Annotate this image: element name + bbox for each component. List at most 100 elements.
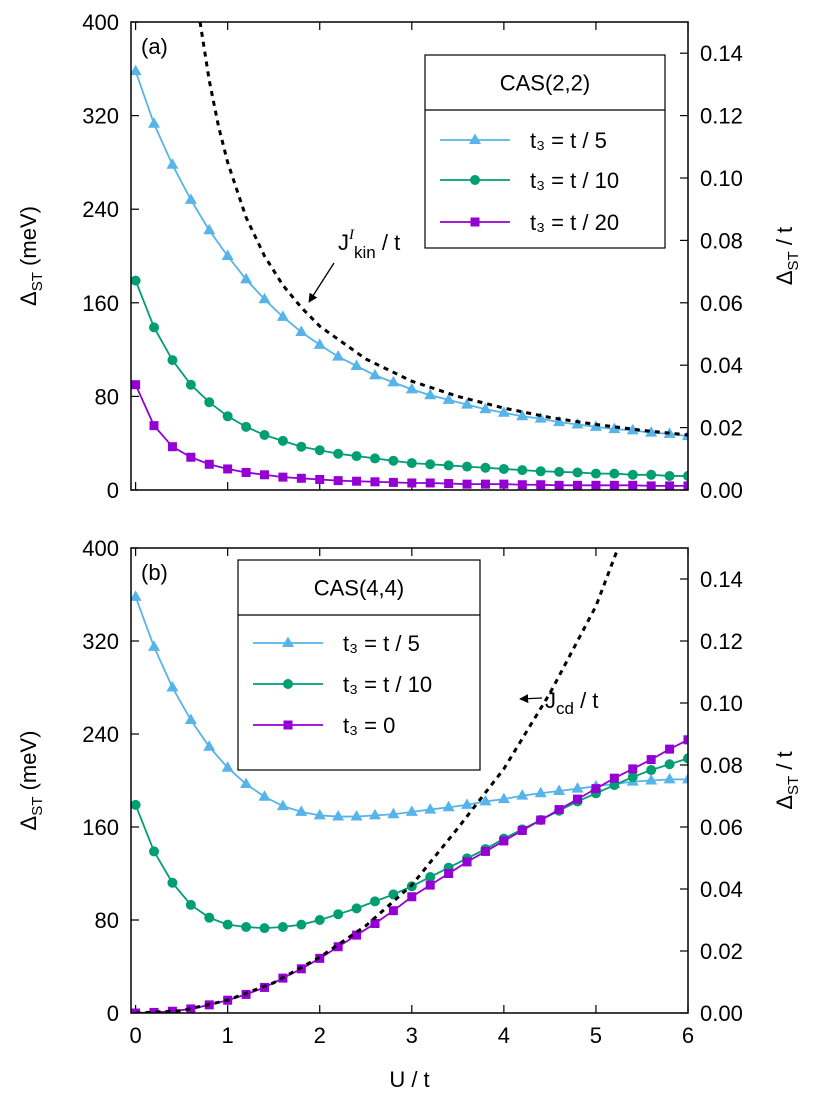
marker-circle	[683, 753, 688, 764]
marker-circle	[590, 468, 601, 479]
marker-circle	[470, 175, 480, 185]
marker-triangle	[131, 64, 142, 76]
marker-triangle	[258, 790, 271, 801]
marker-circle	[204, 912, 215, 923]
marker-triangle	[497, 792, 510, 804]
marker-triangle	[424, 803, 437, 814]
legend-label: t₃ = t / 5	[343, 631, 420, 656]
marker-triangle	[240, 777, 253, 788]
y-tick-label: 320	[82, 104, 119, 129]
y2-tick-label: 0.04	[700, 877, 743, 902]
panel-label: (b)	[141, 560, 168, 585]
marker-circle	[517, 465, 528, 476]
marker-circle	[425, 459, 436, 470]
annotation-sup: I	[348, 227, 355, 243]
marker-triangle	[295, 325, 308, 337]
y-axis-label-part: ST	[29, 272, 46, 291]
y2-axis-label-part: ST	[785, 251, 802, 270]
marker-triangle	[276, 799, 289, 811]
marker-triangle	[166, 681, 179, 692]
series-line	[134, 384, 688, 487]
y2-tick-label: 0.06	[700, 291, 743, 316]
y2-axis-label: ΔST / t	[772, 227, 802, 285]
marker-circle	[167, 877, 178, 888]
marker-square	[333, 476, 343, 486]
marker-square	[444, 869, 454, 878]
annotation-part: J	[338, 230, 349, 255]
marker-triangle	[350, 359, 363, 370]
marker-square	[149, 421, 159, 431]
y2-tick-label: 0.08	[700, 228, 743, 253]
marker-triangle	[534, 412, 547, 423]
marker-circle	[222, 411, 233, 422]
marker-square	[480, 846, 490, 856]
marker-circle	[222, 919, 233, 930]
panel: 0801602403204000.000.020.040.060.080.100…	[16, 10, 802, 503]
marker-triangle	[405, 382, 418, 394]
marker-square	[186, 452, 196, 462]
marker-circle	[627, 772, 638, 783]
marker-square	[646, 755, 656, 765]
y2-tick-label: 0.08	[700, 753, 743, 778]
marker-square	[241, 467, 251, 477]
marker-triangle	[387, 375, 400, 387]
annotation-sub: cd	[556, 699, 574, 718]
marker-square	[628, 764, 638, 774]
y2-axis-label-part: ST	[785, 776, 802, 795]
marker-circle	[333, 909, 344, 920]
marker-triangle	[424, 388, 437, 400]
marker-square	[536, 815, 546, 825]
marker-triangle	[663, 772, 676, 784]
marker-circle	[259, 923, 270, 934]
marker-circle	[314, 915, 325, 925]
marker-triangle	[148, 640, 161, 651]
y-tick-label: 0	[107, 478, 119, 503]
legend-box	[424, 54, 666, 249]
series-group	[131, 548, 688, 1013]
marker-triangle	[258, 292, 271, 304]
marker-square	[554, 805, 564, 815]
annotation-arrow	[519, 694, 543, 704]
marker-circle	[498, 463, 509, 474]
y-tick-label: 400	[82, 10, 119, 35]
marker-square	[259, 470, 269, 480]
x-tick-label: 4	[498, 1023, 510, 1048]
panel: 0801602403204000.000.020.040.060.080.100…	[16, 536, 802, 1092]
y-axis-label: ΔST (meV)	[16, 206, 46, 306]
y-tick-label: 240	[82, 722, 119, 747]
x-tick-label: 1	[222, 1023, 234, 1048]
marker-circle	[149, 322, 160, 333]
y2-axis-label-part: Δ	[772, 795, 797, 810]
annotation-part: J	[545, 688, 556, 713]
marker-square	[388, 477, 398, 487]
marker-square	[131, 1008, 141, 1013]
marker-square	[480, 479, 490, 489]
marker-circle	[535, 466, 546, 477]
marker-triangle	[571, 782, 584, 793]
marker-circle	[646, 469, 657, 480]
marker-square	[536, 480, 546, 490]
y2-axis-label-part: / t	[772, 227, 797, 251]
annotation-part: / t	[574, 688, 598, 713]
marker-circle	[406, 458, 417, 469]
marker-triangle	[553, 415, 566, 427]
marker-circle	[388, 889, 399, 900]
marker-square	[683, 735, 688, 745]
marker-square	[628, 480, 638, 490]
marker-triangle	[368, 808, 381, 820]
marker-triangle	[131, 590, 142, 601]
x-tick-label: 2	[314, 1023, 326, 1048]
y2-tick-label: 0.06	[700, 815, 743, 840]
marker-square	[149, 1007, 159, 1013]
marker-circle	[149, 846, 160, 857]
marker-triangle	[645, 774, 658, 785]
marker-circle	[443, 460, 454, 471]
marker-circle	[296, 919, 307, 930]
annotation-sub: kin	[354, 243, 376, 262]
y-tick-label: 320	[82, 629, 119, 654]
marker-triangle	[313, 808, 326, 820]
marker-square	[167, 1006, 177, 1013]
marker-circle	[480, 462, 491, 473]
y-tick-label: 240	[82, 197, 119, 222]
marker-circle	[664, 759, 675, 770]
